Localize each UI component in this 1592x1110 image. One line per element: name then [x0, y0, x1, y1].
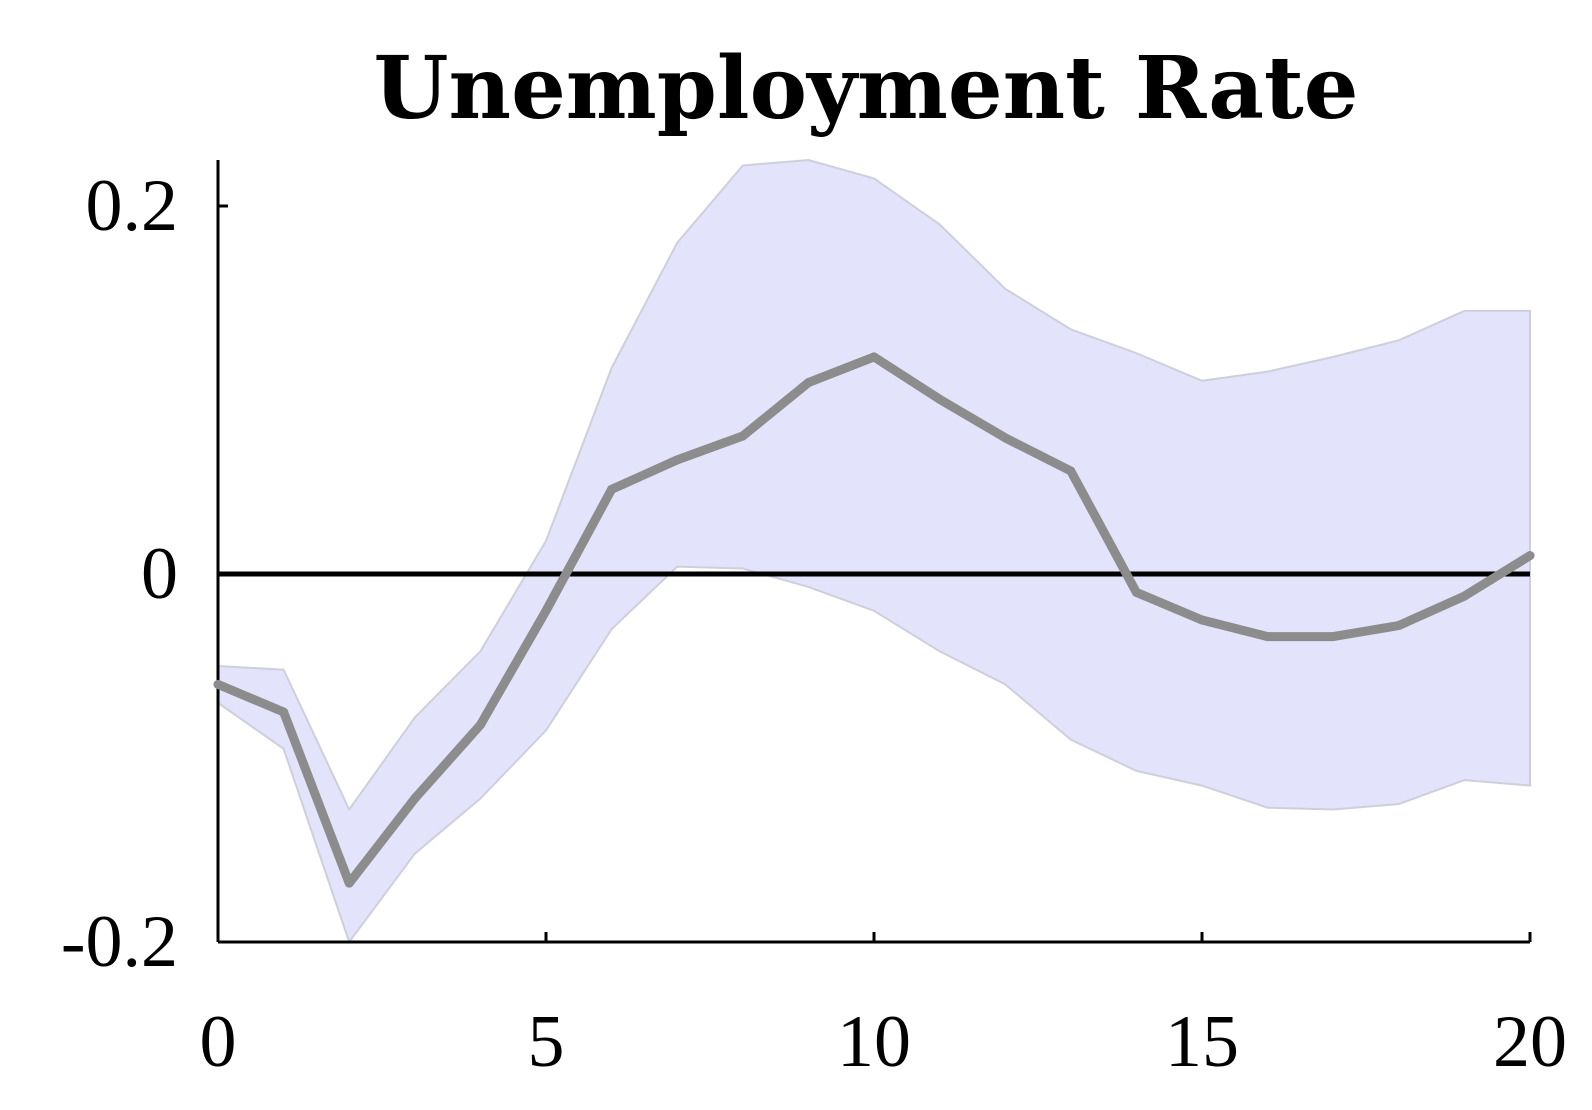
- series-point: [1131, 587, 1141, 597]
- x-tick-label: 15: [1165, 1001, 1239, 1083]
- series-point: [1328, 632, 1338, 642]
- series-point: [541, 606, 551, 616]
- series-point: [1197, 615, 1207, 625]
- series-point: [1459, 591, 1469, 601]
- x-tick-label: 5: [528, 1001, 565, 1083]
- series-point: [1263, 632, 1273, 642]
- series-point: [1394, 621, 1404, 631]
- series-point: [475, 720, 485, 730]
- series-point: [279, 707, 289, 717]
- series-layer: [213, 352, 1535, 888]
- series-point: [1066, 466, 1076, 476]
- series-point: [410, 793, 420, 803]
- y-tick-label: 0.2: [86, 165, 179, 247]
- confidence-band-layer: [217, 158, 1531, 945]
- y-tick-label: -0.2: [61, 901, 178, 983]
- x-tick-label: 10: [837, 1001, 911, 1083]
- y-tick-label: 0: [141, 533, 178, 615]
- series-point: [738, 431, 748, 441]
- series-point: [869, 352, 879, 362]
- series-point: [1000, 433, 1010, 443]
- confidence-band: [217, 158, 1531, 945]
- series-point: [607, 484, 617, 494]
- x-tick-label: 0: [200, 1001, 237, 1083]
- series-point: [344, 878, 354, 888]
- tick-label-layer: 0 5 10 15 20 -0.2 0 0.2: [61, 165, 1567, 1083]
- x-tick-label: 20: [1493, 1001, 1567, 1083]
- chart-title: Unemployment Rate: [374, 38, 1359, 139]
- series-point: [803, 378, 813, 388]
- series-point: [672, 455, 682, 465]
- axes-layer: [216, 160, 1532, 944]
- series-point: [935, 394, 945, 404]
- series-point: [213, 679, 223, 689]
- series-point: [1525, 551, 1535, 561]
